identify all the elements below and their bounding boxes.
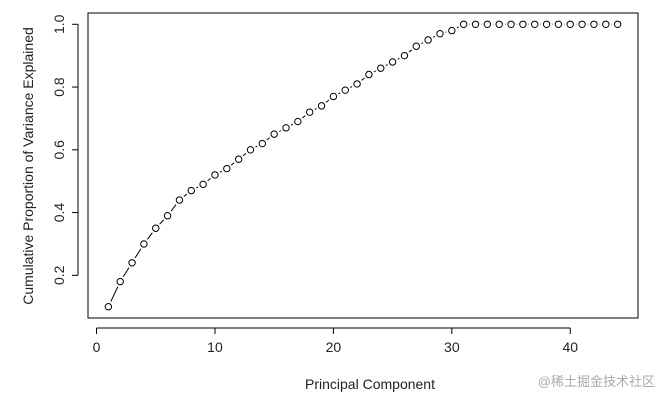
y-tick-label: 0.2 <box>51 265 67 285</box>
connector <box>397 57 400 60</box>
point <box>329 92 338 101</box>
connector <box>314 108 317 110</box>
point <box>187 186 195 195</box>
point <box>483 20 492 28</box>
connector <box>350 86 353 88</box>
connector <box>170 204 177 212</box>
point <box>116 277 124 286</box>
point <box>448 26 456 35</box>
point <box>128 259 136 267</box>
point <box>519 20 527 28</box>
point <box>566 20 574 28</box>
point <box>507 20 515 28</box>
point <box>104 303 113 311</box>
connector <box>373 70 376 73</box>
connector <box>196 186 199 189</box>
point <box>554 20 563 28</box>
connector <box>456 26 459 29</box>
connector <box>207 178 211 182</box>
point <box>353 80 361 88</box>
y-tick-label: 0.4 <box>51 203 67 223</box>
point <box>531 20 539 28</box>
connector <box>146 232 153 240</box>
connector <box>122 267 130 278</box>
connector <box>219 170 223 173</box>
point <box>578 20 586 28</box>
x-tick-label: 10 <box>207 339 223 355</box>
connector <box>230 162 235 166</box>
point <box>234 155 243 163</box>
point <box>341 86 349 94</box>
connector <box>134 248 142 259</box>
y-tick-label: 1.0 <box>51 14 67 34</box>
point <box>388 58 397 66</box>
connector <box>302 115 306 119</box>
x-tick-label: 0 <box>93 339 101 355</box>
x-tick-label: 40 <box>562 339 578 355</box>
point <box>246 146 255 154</box>
point <box>294 117 302 126</box>
connector <box>159 219 165 225</box>
y-tick-label: 0.6 <box>51 140 67 160</box>
connector <box>421 42 424 45</box>
y-axis-label: Cumulative Proportion of Variance Explai… <box>20 27 36 305</box>
point <box>317 102 326 110</box>
connector <box>338 92 341 95</box>
point <box>436 30 444 38</box>
x-tick-label: 30 <box>444 339 460 355</box>
connector <box>278 130 282 132</box>
y-tick-label: 0.8 <box>51 77 67 97</box>
point <box>377 64 385 72</box>
connector <box>408 49 413 53</box>
point <box>306 108 314 116</box>
connector <box>432 35 436 38</box>
connector <box>361 77 365 81</box>
connector <box>385 64 388 66</box>
x-tick-label: 20 <box>326 339 342 355</box>
point <box>400 51 409 60</box>
point <box>140 240 148 248</box>
point <box>602 20 610 28</box>
connector <box>266 137 271 141</box>
plot-box <box>87 12 639 319</box>
point <box>365 70 373 79</box>
point <box>495 20 503 28</box>
point <box>270 130 278 138</box>
point <box>424 36 432 44</box>
point <box>542 20 551 28</box>
connector <box>183 193 188 197</box>
watermark: @稀土掘金技术社区 <box>538 374 655 389</box>
connector <box>255 145 258 148</box>
point <box>613 20 622 28</box>
point <box>211 171 219 179</box>
point <box>258 139 267 148</box>
x-axis-label: Principal Component <box>305 376 435 392</box>
point <box>163 212 172 220</box>
connector <box>110 286 119 302</box>
connector <box>325 99 330 103</box>
point <box>590 20 598 28</box>
connector <box>242 152 247 157</box>
point <box>471 20 480 28</box>
connector <box>290 123 294 126</box>
point <box>175 196 184 204</box>
point <box>282 124 290 132</box>
point <box>223 164 231 173</box>
point <box>199 180 207 189</box>
point <box>412 42 420 50</box>
point <box>152 224 160 232</box>
point <box>459 20 468 28</box>
